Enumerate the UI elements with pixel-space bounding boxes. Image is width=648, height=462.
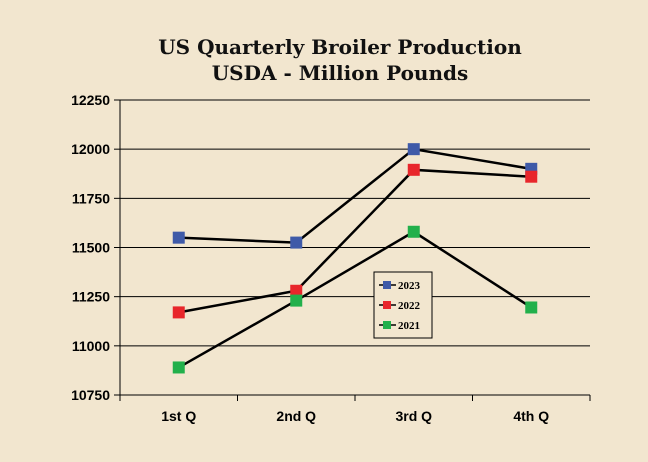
legend-label-2022: 2022 [398, 300, 421, 312]
data-markers [172, 143, 538, 374]
x-tick-label: 3rd Q [395, 408, 432, 424]
chart-title: US Quarterly Broiler Production [158, 35, 522, 59]
y-tick-label: 11750 [72, 190, 110, 206]
legend-swatch-2023 [383, 281, 391, 289]
data-point-2023 [290, 236, 303, 249]
chart-subtitle: USDA - Million Pounds [212, 61, 469, 85]
legend-label-2021: 2021 [398, 320, 420, 332]
y-tick-label: 11500 [72, 240, 110, 256]
data-point-2021 [525, 301, 538, 314]
data-point-2022 [525, 170, 538, 183]
legend-swatch-2021 [383, 321, 391, 329]
y-tick-label: 10750 [71, 387, 110, 403]
legend-label-2023: 2023 [398, 280, 421, 292]
series-line-2022 [178, 168, 532, 314]
data-point-2021 [172, 361, 185, 374]
y-tick-label: 12000 [71, 141, 110, 157]
series-line-2023 [178, 147, 532, 244]
axes: 12250 12000 11750 11500 11250 11000 10750 1st Q… [71, 92, 591, 424]
gridlines [120, 99, 590, 347]
data-point-2023 [407, 143, 420, 156]
series-line-2021 [178, 230, 532, 369]
x-tick-label: 4th Q [513, 408, 549, 424]
data-point-2023 [172, 231, 185, 244]
y-tick-label: 12250 [71, 92, 110, 108]
data-point-2022 [290, 284, 303, 297]
y-tick-label: 11000 [72, 338, 110, 354]
data-point-2022 [172, 306, 185, 319]
legend: 2023 2022 2021 [373, 271, 433, 339]
data-point-2021 [407, 225, 420, 238]
x-tick-label: 2nd Q [276, 408, 316, 424]
data-point-2022 [407, 163, 420, 176]
legend-swatch-2022 [383, 301, 391, 309]
data-point-2021 [290, 294, 303, 307]
x-tick-label: 1st Q [161, 408, 196, 424]
series-lines [178, 147, 532, 369]
y-tick-label: 11250 [72, 289, 110, 305]
